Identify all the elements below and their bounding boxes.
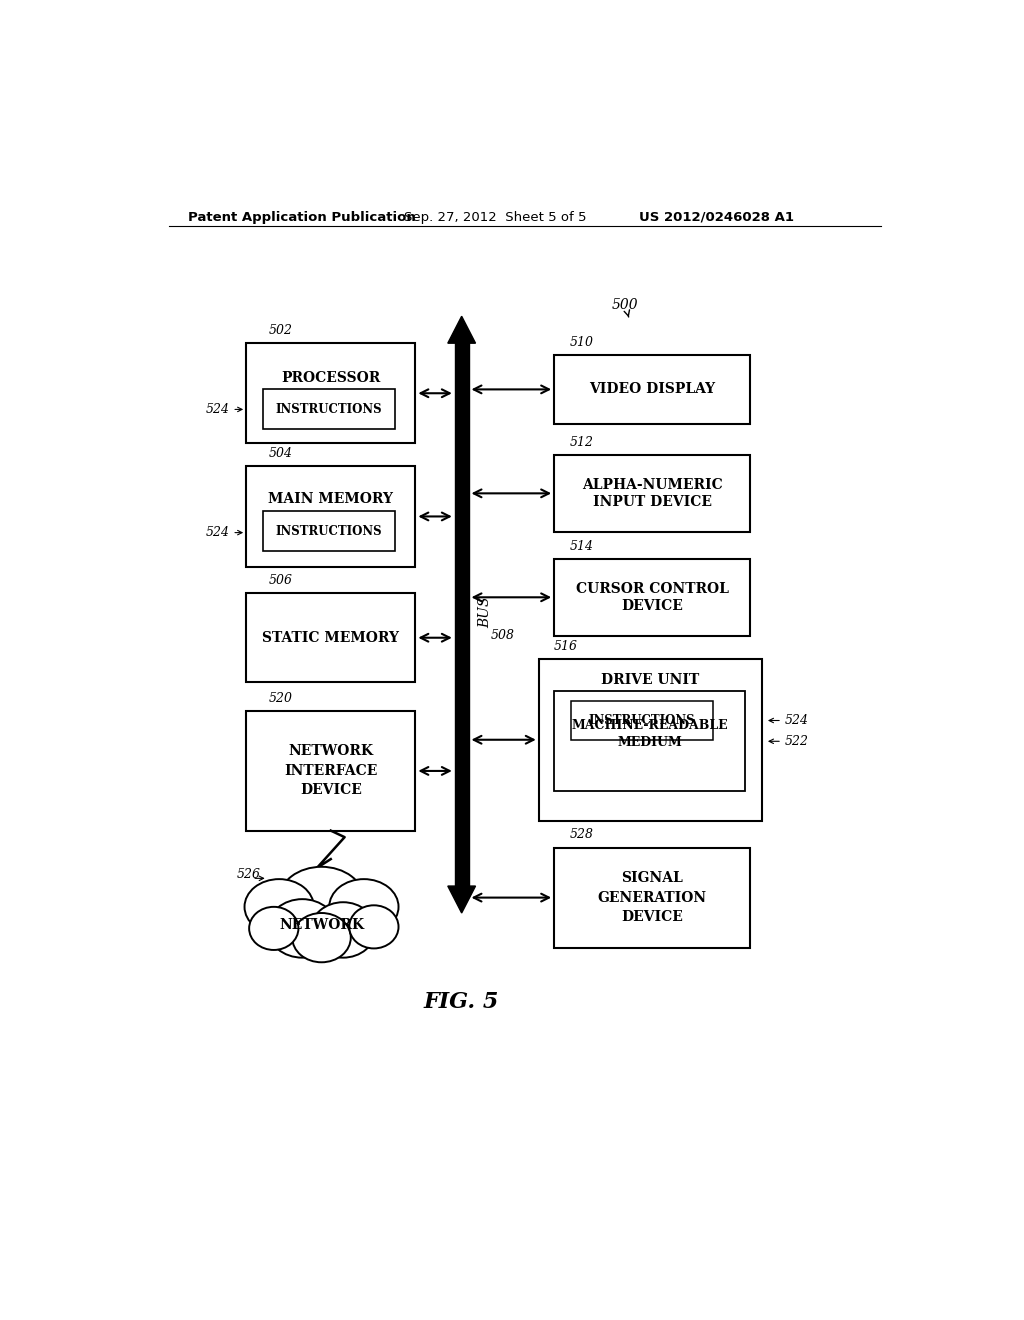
Ellipse shape xyxy=(267,899,337,958)
Bar xyxy=(554,355,751,424)
Text: 524: 524 xyxy=(206,403,230,416)
Bar xyxy=(554,558,751,636)
Bar xyxy=(554,692,745,792)
Text: 520: 520 xyxy=(269,692,293,705)
Text: DRIVE UNIT: DRIVE UNIT xyxy=(601,673,699,688)
Text: 510: 510 xyxy=(569,335,594,348)
Bar xyxy=(554,847,751,948)
Ellipse shape xyxy=(330,879,398,935)
Text: NETWORK
INTERFACE
DEVICE: NETWORK INTERFACE DEVICE xyxy=(284,744,378,797)
Text: 502: 502 xyxy=(269,323,293,337)
Bar xyxy=(554,455,751,532)
Text: 526: 526 xyxy=(237,869,261,880)
Polygon shape xyxy=(447,317,475,343)
Text: CURSOR CONTROL
DEVICE: CURSOR CONTROL DEVICE xyxy=(575,582,729,612)
Bar xyxy=(246,466,416,566)
Text: 528: 528 xyxy=(569,829,594,841)
Text: Sep. 27, 2012  Sheet 5 of 5: Sep. 27, 2012 Sheet 5 of 5 xyxy=(403,211,587,224)
Text: 500: 500 xyxy=(611,297,638,317)
Text: 524: 524 xyxy=(785,714,809,727)
Text: VIDEO DISPLAY: VIDEO DISPLAY xyxy=(589,383,716,396)
Text: NETWORK: NETWORK xyxy=(279,917,365,932)
Ellipse shape xyxy=(292,913,351,962)
Text: MAIN MEMORY: MAIN MEMORY xyxy=(268,492,393,506)
Text: US 2012/0246028 A1: US 2012/0246028 A1 xyxy=(639,211,794,224)
Bar xyxy=(246,343,416,444)
Text: 504: 504 xyxy=(269,447,293,461)
Text: 522: 522 xyxy=(785,735,809,748)
Text: BUS: BUS xyxy=(478,597,493,628)
Polygon shape xyxy=(447,886,475,913)
Text: 508: 508 xyxy=(490,630,515,643)
Text: PROCESSOR: PROCESSOR xyxy=(282,371,380,385)
Ellipse shape xyxy=(349,906,398,949)
Text: 512: 512 xyxy=(569,436,594,449)
Bar xyxy=(263,511,395,552)
Text: FIG. 5: FIG. 5 xyxy=(424,990,500,1012)
Bar xyxy=(539,659,762,821)
Text: MACHINE-READABLE
MEDIUM: MACHINE-READABLE MEDIUM xyxy=(571,718,728,748)
Text: 506: 506 xyxy=(269,574,293,587)
Text: INSTRUCTIONS: INSTRUCTIONS xyxy=(275,524,383,537)
Text: STATIC MEMORY: STATIC MEMORY xyxy=(262,631,399,644)
Bar xyxy=(246,594,416,682)
Bar xyxy=(571,701,714,739)
Text: Patent Application Publication: Patent Application Publication xyxy=(188,211,416,224)
Text: 524: 524 xyxy=(206,527,230,539)
Bar xyxy=(455,343,469,886)
Text: INSTRUCTIONS: INSTRUCTIONS xyxy=(589,714,695,727)
Bar xyxy=(263,389,395,429)
Ellipse shape xyxy=(280,867,364,932)
Bar xyxy=(246,711,416,830)
Ellipse shape xyxy=(310,903,376,958)
Text: SIGNAL
GENERATION
DEVICE: SIGNAL GENERATION DEVICE xyxy=(598,871,707,924)
Text: ALPHA-NUMERIC
INPUT DEVICE: ALPHA-NUMERIC INPUT DEVICE xyxy=(582,478,723,510)
Text: 514: 514 xyxy=(569,540,594,553)
Ellipse shape xyxy=(245,879,313,935)
Text: INSTRUCTIONS: INSTRUCTIONS xyxy=(275,403,383,416)
Ellipse shape xyxy=(249,907,298,950)
Text: 516: 516 xyxy=(554,640,579,653)
